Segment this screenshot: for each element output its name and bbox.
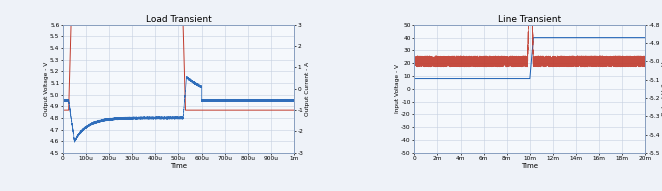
X-axis label: Time: Time xyxy=(522,163,538,169)
Y-axis label: Output Current - A: Output Current - A xyxy=(305,62,310,116)
Title: Line Transient: Line Transient xyxy=(498,15,561,24)
Title: Load Transient: Load Transient xyxy=(146,15,211,24)
Y-axis label: Input Voltage - V: Input Voltage - V xyxy=(395,64,400,113)
Y-axis label: Output Voltage - V: Output Voltage - V xyxy=(44,62,48,116)
X-axis label: Time: Time xyxy=(170,163,187,169)
